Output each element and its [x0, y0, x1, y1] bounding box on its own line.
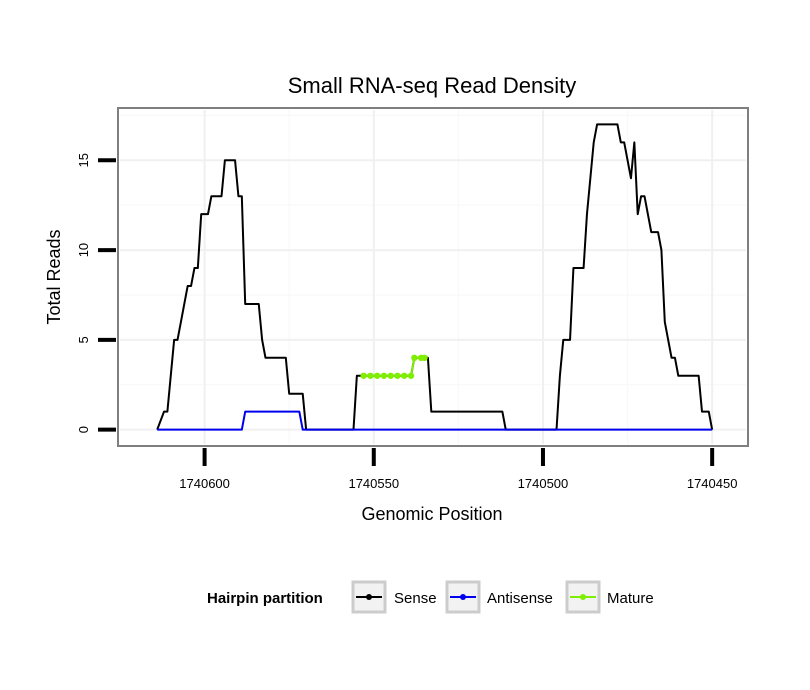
series-layer — [156, 123, 714, 431]
series-point-mature-3 — [380, 372, 388, 379]
legend-title: Hairpin partition — [207, 590, 323, 607]
legend-item-mature: Mature — [565, 580, 654, 614]
legend-label-mature: Mature — [607, 590, 654, 607]
series-point-mature-7 — [407, 372, 415, 379]
legend-key-mature-point — [580, 594, 586, 600]
series-point-mature-10 — [421, 354, 428, 362]
legend-item-antisense: Antisense — [445, 580, 553, 614]
x-tick-label-3: 1740450 — [687, 476, 738, 491]
x-axis-label: Genomic Position — [361, 504, 502, 524]
legend-key-sense-point — [366, 594, 372, 600]
y-tick-label-0: 0 — [76, 426, 91, 433]
series-line-antisense — [157, 410, 713, 431]
series-point-mature-8 — [411, 354, 418, 362]
legend-item-sense: Sense — [351, 580, 437, 614]
y-tick-label-1: 5 — [76, 336, 91, 343]
y-tick-label-3: 15 — [76, 153, 91, 167]
legend-key-antisense-point — [460, 594, 466, 600]
series-point-mature-6 — [401, 372, 408, 379]
legend-label-antisense: Antisense — [487, 590, 553, 607]
x-tick-label-2: 1740500 — [518, 476, 569, 491]
series-point-mature-1 — [367, 372, 374, 379]
x-tick-label-0: 1740600 — [179, 476, 230, 491]
axis-layer: 1740600 1740550 1740500 1740450 0 5 10 15 — [76, 153, 737, 491]
y-tick-label-2: 10 — [76, 243, 91, 257]
plot-panel-border — [117, 107, 749, 447]
chart-title: Small RNA-seq Read Density — [288, 73, 577, 98]
series-point-mature-0 — [360, 372, 367, 379]
series-point-mature-2 — [373, 372, 381, 379]
series-point-mature-5 — [394, 372, 401, 379]
x-tick-label-1: 1740550 — [348, 476, 399, 491]
y-axis-label: Total Reads — [44, 229, 64, 324]
legend: Hairpin partition Sense Antisense Mature — [207, 580, 654, 614]
series-point-mature-4 — [387, 372, 394, 379]
legend-label-sense: Sense — [394, 590, 437, 607]
